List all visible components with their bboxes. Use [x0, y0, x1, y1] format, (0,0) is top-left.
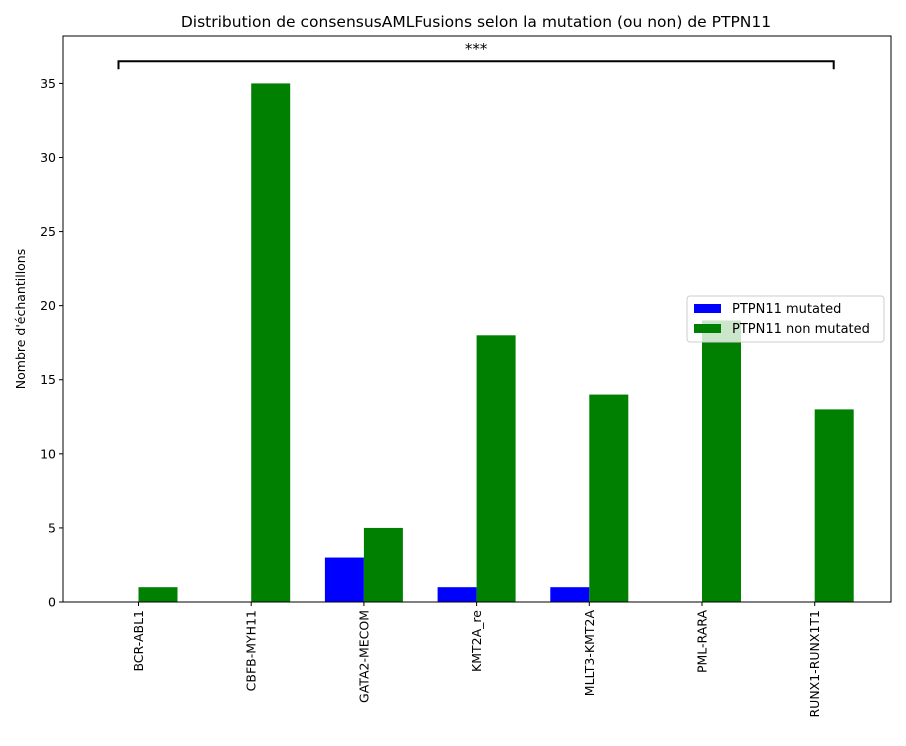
significance-annotation: ***: [117, 40, 835, 70]
bar-mutated-gata2-mecom: [324, 557, 364, 602]
y-tick-label: 20: [40, 298, 56, 313]
legend-box: [686, 295, 885, 343]
significance-bracket: [117, 60, 835, 70]
x-tick-label: BCR-ABL1: [131, 610, 146, 672]
legend-swatch: [694, 324, 721, 333]
x-tick-label: MLLT3-KMT2A: [582, 610, 597, 697]
legend-label: PTPN11 non mutated: [732, 322, 870, 337]
y-tick-label: 35: [40, 76, 56, 91]
y-tick-label: 0: [48, 595, 56, 610]
bars: [138, 83, 854, 602]
x-tick-label: CBFB-MYH11: [244, 610, 259, 691]
bar-mutated-mllt3-kmt2a: [550, 587, 590, 602]
significance-label: ***: [465, 40, 488, 58]
bar-non-mutated-cbfb-myh11: [251, 83, 291, 602]
bar-non-mutated-kmt2a_re: [476, 335, 516, 602]
bar-non-mutated-gata2-mecom: [363, 527, 403, 602]
bar-non-mutated-runx1-runx1t1: [814, 409, 854, 602]
bar-non-mutated-bcr-abl1: [138, 587, 178, 602]
x-axis-ticks: BCR-ABL1 CBFB-MYH11 GATA2-MECOM KMT2A_re MLL…: [131, 602, 822, 718]
x-tick-label: RUNX1-RUNX1T1: [807, 610, 822, 718]
y-tick-label: 5: [48, 520, 56, 535]
bar-non-mutated-mllt3-kmt2a: [589, 394, 629, 602]
y-tick-label: 10: [40, 446, 56, 461]
chart-title: Distribution de consensusAMLFusions selo…: [181, 13, 771, 31]
legend-label: PTPN11 mutated: [732, 302, 841, 317]
legend-swatch: [694, 304, 721, 313]
bar-mutated-kmt2a_re: [437, 587, 477, 602]
y-tick-label: 15: [40, 372, 56, 387]
bar-non-mutated-pml-rara: [702, 320, 741, 602]
x-tick-label: PML-RARA: [695, 610, 710, 673]
y-tick-label: 25: [40, 224, 56, 239]
x-tick-label: GATA2-MECOM: [356, 610, 371, 703]
legend: PTPN11 mutated PTPN11 non mutated: [686, 295, 885, 343]
y-axis-ticks: 0 5 10 15 20 25 30 35: [40, 76, 63, 610]
x-tick-label: KMT2A_re: [469, 610, 484, 672]
y-axis-label: Nombre d'échantillons: [13, 249, 28, 389]
y-tick-label: 30: [40, 150, 56, 165]
